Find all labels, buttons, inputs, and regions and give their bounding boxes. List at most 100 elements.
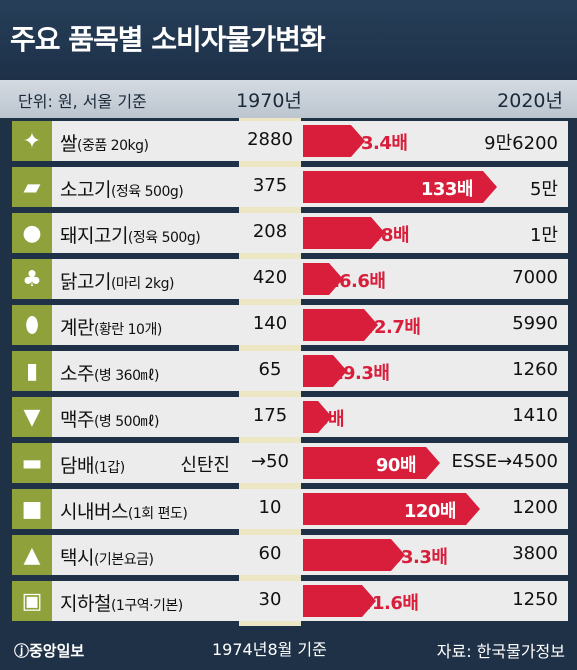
cigarette-icon: ▬ — [12, 443, 52, 483]
rooster-icon: ♣ — [12, 259, 52, 299]
item-name: 계란 — [60, 317, 94, 339]
cow-icon: ▰ — [12, 167, 52, 207]
price-1970: →50 — [251, 451, 289, 472]
item-name: 닭고기 — [60, 271, 111, 293]
multiplier-label: 133배 — [420, 179, 474, 200]
multiplier-label: 41.6배 — [360, 593, 419, 614]
item-row: ● 돼지고기(정육 500g) 208 48배 1만 — [12, 213, 568, 253]
item-name: 담배 — [60, 455, 94, 477]
source-label: 자료: 한국물가정보 — [436, 642, 565, 661]
egg-icon: ⬮ — [12, 305, 52, 345]
item-spec: (1회 편도) — [127, 506, 188, 522]
item-spec: (정육 500g) — [110, 184, 184, 200]
item-label: 시내버스(1회 편도) — [60, 497, 188, 524]
item-spec: (정육 500g) — [127, 230, 201, 246]
growth-arrow — [303, 447, 440, 479]
multiplier-label: 48배 — [369, 225, 410, 246]
multiplier-label: 16.6배 — [327, 271, 386, 292]
price-2020: 3800 — [512, 543, 558, 564]
item-name: 지하철 — [60, 593, 111, 615]
growth-arrow — [303, 493, 480, 525]
item-label: 닭고기(마리 2kg) — [60, 267, 175, 294]
item-row: ■ 시내버스(1회 편도) 10 120배 1200 — [12, 489, 568, 529]
item-spec: (기본요금) — [93, 552, 154, 568]
price-1970: 375 — [252, 175, 288, 196]
price-2020: 5990 — [512, 313, 558, 334]
price-1970: 420 — [252, 267, 288, 288]
item-spec: (1갑) — [93, 460, 125, 476]
price-1970: 60 — [258, 543, 282, 564]
price-1970: 2880 — [247, 129, 293, 150]
price-2020: 1260 — [512, 359, 558, 380]
item-name: 소주 — [60, 363, 94, 385]
bus-icon: ■ — [12, 489, 52, 529]
price-2020: 1410 — [512, 405, 558, 426]
item-row: ▼ 맥주(병 500㎖) 175 8배 1410 — [12, 397, 568, 437]
price-1970: 208 — [252, 221, 288, 242]
item-spec: (병 360㎖) — [93, 368, 159, 384]
growth-arrow — [303, 309, 378, 341]
item-label: 택시(기본요금) — [60, 543, 154, 570]
item-name: 시내버스 — [60, 501, 128, 523]
item-row: ▰ 소고기(정육 500g) 375 133배 5만 — [12, 167, 568, 207]
beer-glass-icon: ▼ — [12, 397, 52, 437]
page-title: 주요 품목별 소비자물가변화 — [10, 23, 326, 56]
item-row: ⬮ 계란(황란 10개) 140 42.7배 5990 — [12, 305, 568, 345]
price-2020: 9만6200 — [484, 133, 558, 154]
item-spec: (병 500㎖) — [93, 414, 159, 430]
price-2020: 7000 — [512, 267, 558, 288]
item-name: 소고기 — [60, 179, 111, 201]
multiplier-label: 90배 — [375, 455, 417, 476]
item-spec: (마리 2kg) — [110, 276, 175, 292]
item-row: ♣ 닭고기(마리 2kg) 420 16.6배 7000 — [12, 259, 568, 299]
price-1970: 10 — [258, 497, 282, 518]
item-label: 맥주(병 500㎖) — [60, 405, 159, 432]
item-row: ▬ 담배(1갑) 신탄진 →50 90배 ESSE→4500 — [12, 443, 568, 483]
item-name: 맥주 — [60, 409, 94, 431]
item-name: 돼지고기 — [60, 225, 128, 247]
wheat-icon: ✦ — [12, 121, 52, 161]
item-label: 지하철(1구역·기본) — [60, 589, 183, 616]
footnote: 1974년8월 기준 — [212, 640, 327, 659]
price-2020: 1250 — [512, 589, 558, 610]
header-bar — [0, 80, 577, 118]
price-1970: 140 — [252, 313, 288, 334]
item-spec: (황란 10개) — [93, 322, 162, 338]
multiplier-label: 63.3배 — [389, 547, 448, 568]
growth-arrow — [303, 171, 497, 203]
item-name: 쌀 — [60, 133, 77, 155]
title-bar — [0, 0, 577, 80]
item-row: ✦ 쌀(중품 20kg) 2880 33.4배 9만6200 — [12, 121, 568, 161]
price-2020: ESSE→4500 — [451, 451, 559, 472]
item-label: 계란(황란 10개) — [60, 313, 162, 340]
train-icon: ▣ — [12, 581, 52, 621]
soju-bottle-icon: ▮ — [12, 351, 52, 391]
item-spec: (1구역·기본) — [110, 598, 183, 614]
publisher-logo: ⓙ중앙일보 — [14, 642, 85, 660]
price-1970: 175 — [252, 405, 288, 426]
item-row: ▣ 지하철(1구역·기본) 30 41.6배 1250 — [12, 581, 568, 621]
price-1970: 65 — [258, 359, 282, 380]
growth-arrow — [303, 585, 376, 617]
price-1970: 30 — [258, 589, 282, 610]
item-spec: (중품 20kg) — [76, 138, 149, 154]
item-label: 소고기(정육 500g) — [60, 175, 184, 202]
item-label: 쌀(중품 20kg) — [60, 129, 149, 156]
item-name: 택시 — [60, 547, 94, 569]
multiplier-label: 33.4배 — [349, 133, 408, 154]
item-label: 소주(병 360㎖) — [60, 359, 159, 386]
year-2020-header: 2020년 — [497, 90, 563, 112]
unit-label: 단위: 원, 서울 기준 — [18, 92, 147, 111]
item-row: ▮ 소주(병 360㎖) 65 19.3배 1260 — [12, 351, 568, 391]
price-2020: 1200 — [512, 497, 558, 518]
multiplier-label: 42.7배 — [362, 317, 421, 338]
item-label: 담배(1갑) — [60, 451, 125, 478]
item-row: ▲ 택시(기본요금) 60 63.3배 3800 — [12, 535, 568, 575]
growth-arrow — [303, 125, 365, 157]
pig-icon: ● — [12, 213, 52, 253]
growth-arrow — [303, 217, 385, 249]
year-1970-header: 1970년 — [236, 90, 302, 112]
item-label: 돼지고기(정육 500g) — [60, 221, 201, 248]
price-2020: 1만 — [529, 225, 558, 246]
